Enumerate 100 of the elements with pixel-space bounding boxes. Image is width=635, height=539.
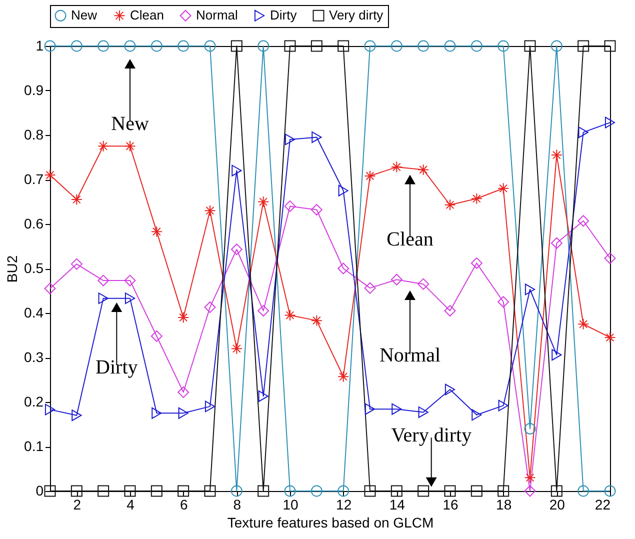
point bbox=[550, 149, 562, 161]
point bbox=[418, 485, 430, 497]
point bbox=[578, 40, 590, 52]
point bbox=[258, 196, 270, 208]
x-tick-label: 14 bbox=[389, 496, 406, 512]
annotation: Dirty bbox=[96, 356, 138, 378]
y-tick-label: 0.5 bbox=[24, 260, 44, 276]
point bbox=[98, 274, 110, 286]
point bbox=[418, 164, 430, 176]
point bbox=[392, 403, 402, 415]
point bbox=[44, 40, 56, 52]
point bbox=[524, 422, 536, 434]
annotation: Clean bbox=[386, 228, 434, 251]
point bbox=[230, 342, 242, 354]
point bbox=[418, 278, 430, 290]
point bbox=[444, 199, 456, 211]
point bbox=[178, 312, 190, 324]
point bbox=[124, 485, 136, 497]
point bbox=[310, 314, 322, 326]
legend-label: New bbox=[71, 8, 98, 23]
point bbox=[70, 40, 82, 52]
point bbox=[44, 404, 56, 416]
point bbox=[204, 400, 216, 412]
annotation: Normal bbox=[379, 344, 441, 366]
x-tick-label: 8 bbox=[233, 496, 242, 512]
point bbox=[604, 116, 616, 128]
point bbox=[338, 40, 350, 52]
point bbox=[604, 332, 616, 344]
x-tick-label: 16 bbox=[442, 496, 458, 512]
point bbox=[444, 305, 456, 317]
point bbox=[310, 485, 322, 497]
point bbox=[338, 370, 350, 382]
point bbox=[124, 274, 136, 286]
point bbox=[258, 40, 270, 52]
point bbox=[98, 292, 108, 304]
point bbox=[72, 410, 82, 422]
point bbox=[44, 169, 56, 181]
point bbox=[284, 134, 296, 146]
legend-label: Very dirty bbox=[329, 8, 384, 23]
point bbox=[284, 40, 296, 52]
point bbox=[310, 40, 322, 52]
point bbox=[390, 161, 402, 173]
point bbox=[204, 40, 216, 52]
point bbox=[364, 282, 376, 294]
point bbox=[418, 40, 430, 52]
y-tick-label: 1 bbox=[36, 38, 44, 54]
point bbox=[604, 252, 616, 264]
y-tick-label: 0.3 bbox=[24, 349, 44, 365]
point bbox=[444, 485, 456, 497]
point bbox=[578, 485, 590, 497]
x-tick-label: 22 bbox=[594, 496, 611, 512]
point bbox=[284, 309, 296, 321]
point bbox=[444, 40, 456, 52]
point bbox=[152, 407, 162, 419]
point bbox=[444, 384, 456, 396]
point bbox=[604, 485, 616, 497]
point bbox=[124, 292, 136, 304]
point bbox=[204, 204, 216, 216]
point bbox=[604, 40, 616, 52]
y-tick-label: 0.1 bbox=[24, 438, 44, 454]
point bbox=[364, 485, 376, 497]
point bbox=[390, 485, 402, 497]
point bbox=[150, 485, 162, 497]
point bbox=[70, 485, 82, 497]
y-tick-label: 0.7 bbox=[24, 171, 44, 187]
point bbox=[578, 215, 590, 227]
point bbox=[498, 485, 510, 497]
point bbox=[230, 485, 242, 497]
point bbox=[472, 409, 482, 421]
point bbox=[44, 282, 56, 294]
point bbox=[98, 140, 110, 152]
point bbox=[284, 200, 296, 212]
point bbox=[204, 485, 216, 497]
annotation: New bbox=[111, 112, 150, 135]
point bbox=[338, 485, 350, 497]
point bbox=[364, 403, 376, 415]
point bbox=[258, 485, 270, 497]
point bbox=[204, 301, 216, 313]
legend-label: Normal bbox=[196, 8, 238, 23]
point bbox=[524, 284, 536, 296]
y-tick-label: 0.8 bbox=[24, 126, 44, 142]
point bbox=[232, 164, 242, 176]
legend-label: Clean bbox=[130, 8, 164, 23]
point bbox=[70, 258, 82, 270]
point bbox=[338, 262, 350, 274]
point bbox=[44, 485, 56, 497]
point bbox=[178, 407, 188, 419]
x-tick-label: 2 bbox=[73, 496, 82, 512]
x-tick-label: 4 bbox=[126, 496, 135, 512]
point bbox=[230, 40, 242, 52]
x-axis-title: Texture features based on GLCM bbox=[227, 514, 434, 530]
annotation: Very dirty bbox=[391, 424, 472, 446]
y-tick-label: 0 bbox=[36, 482, 44, 498]
point bbox=[124, 40, 136, 52]
y-tick-label: 0.9 bbox=[24, 82, 44, 98]
y-axis-title: BU2 bbox=[4, 255, 20, 283]
point bbox=[498, 182, 510, 194]
point bbox=[470, 40, 482, 52]
point bbox=[70, 194, 82, 206]
point bbox=[550, 40, 562, 52]
